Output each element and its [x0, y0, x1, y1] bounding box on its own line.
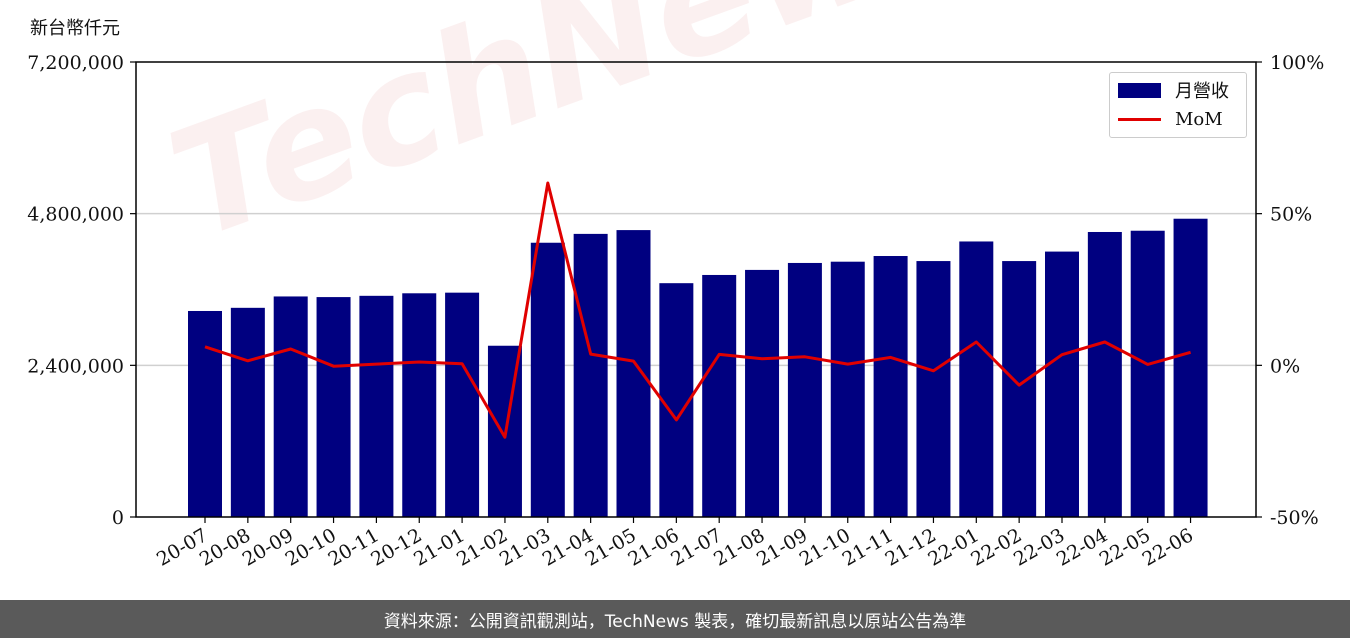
revenue-bar [530, 242, 565, 517]
mom-line [204, 181, 1192, 439]
revenue-bar [573, 233, 608, 517]
revenue-bar [230, 307, 265, 517]
legend-item-revenue: 月營收 [1118, 78, 1229, 102]
source-footer: 資料來源：公開資訊觀測站，TechNews 製表，確切最新訊息以原站公告為準 [0, 600, 1350, 638]
revenue-bar [273, 296, 308, 517]
revenue-bar [916, 261, 951, 517]
y-axis-unit-label: 新台幣仟元 [30, 18, 120, 39]
legend-line-swatch [1118, 117, 1161, 121]
revenue-bar [1002, 261, 1037, 517]
revenue-bar [188, 310, 222, 517]
legend: 月營收 MoM [1109, 72, 1247, 138]
y-left-tick-label: 7,200,000 [27, 52, 124, 74]
chart-area: 0 2,400,000 4,800,000 7,200,000 -50% 0% 50% 100… [27, 52, 1324, 571]
y-left-tick-label: 4,800,000 [27, 204, 124, 226]
legend-label-revenue: 月營收 [1175, 81, 1229, 102]
revenue-bar [745, 269, 780, 517]
revenue-bar [959, 241, 994, 517]
revenue-bar [1130, 230, 1165, 517]
legend-item-mom: MoM [1118, 107, 1223, 131]
revenue-bar [445, 292, 480, 517]
legend-label-mom: MoM [1175, 108, 1223, 130]
revenue-bar [787, 262, 822, 517]
y-left-tick-label: 0 [112, 507, 124, 529]
y-right-tick-label: -50% [1270, 507, 1319, 529]
revenue-bar [702, 274, 737, 517]
footer-text: 資料來源：公開資訊觀測站，TechNews 製表，確切最新訊息以原站公告為準 [383, 611, 967, 632]
revenue-bar [1087, 231, 1122, 518]
revenue-bar [1045, 251, 1079, 518]
y-right-tick-label: 0% [1270, 355, 1300, 377]
revenue-bar [873, 256, 908, 517]
revenue-bar [316, 297, 351, 517]
revenue-bar [402, 293, 437, 517]
revenue-bar [616, 230, 651, 517]
plot-frame [135, 61, 1257, 518]
y-right-tick-label: 100% [1270, 52, 1324, 74]
x-tick-label: 22-06 [1139, 524, 1197, 570]
revenue-bar [359, 295, 394, 517]
revenue-bar [1173, 218, 1208, 517]
y-left-tick-label: 2,400,000 [27, 355, 124, 377]
y-right-tick-label: 50% [1270, 204, 1312, 226]
legend-bar-swatch [1118, 82, 1161, 98]
revenue-bar [830, 261, 865, 517]
